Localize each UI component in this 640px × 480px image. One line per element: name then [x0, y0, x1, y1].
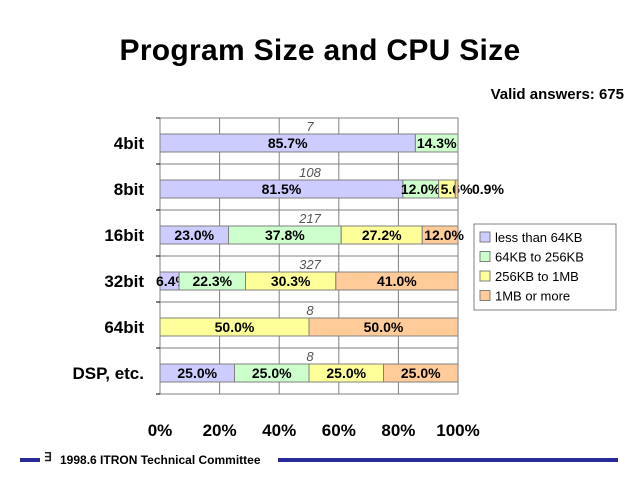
category-count: 8	[306, 303, 314, 318]
footer-text: 1998.6 ITRON Technical Committee	[60, 453, 261, 467]
category-count: 7	[306, 119, 314, 134]
category-label: 8bit	[114, 180, 145, 199]
data-label: 37.8%	[265, 227, 305, 243]
x-tick-label: 80%	[381, 421, 415, 440]
bar-segment	[383, 363, 459, 383]
x-tick-label: 40%	[262, 421, 296, 440]
itron-logo-icon: ∃	[44, 450, 52, 464]
data-label: 30.3%	[271, 273, 311, 289]
x-tick-label: 100%	[436, 421, 479, 440]
data-label: 25.0%	[252, 365, 292, 381]
category-count: 217	[298, 211, 321, 226]
x-tick-label: 20%	[203, 421, 237, 440]
data-label: 25.0%	[326, 365, 366, 381]
category-label: 16bit	[104, 226, 144, 245]
bar-segment	[421, 225, 459, 245]
data-label: 85.7%	[268, 135, 308, 151]
data-label: 14.3%	[417, 135, 457, 151]
bar-segment	[308, 317, 459, 337]
chart-title: Program Size and CPU Size	[119, 34, 521, 67]
footer-divider-right	[278, 458, 618, 462]
data-label: 81.5%	[262, 181, 302, 197]
legend-label: 1MB or more	[495, 289, 570, 304]
valid-answers-label: Valid answers: 675	[490, 86, 624, 103]
category-count: 108	[299, 165, 321, 180]
legend-label: 64KB to 256KB	[495, 250, 584, 265]
bar-segment	[414, 133, 459, 153]
data-label: 12.0%	[424, 227, 464, 243]
footer-divider-left	[20, 458, 40, 462]
data-label: 25.0%	[401, 365, 441, 381]
legend-swatch	[479, 290, 491, 301]
legend-swatch	[479, 270, 491, 282]
legend-label: less than 64KB	[495, 230, 582, 245]
data-label: 0.9%	[472, 181, 504, 197]
legend-label: 256KB to 1MB	[495, 269, 579, 284]
category-label: DSP, etc.	[72, 364, 144, 383]
category-label: 64bit	[104, 318, 144, 337]
data-label: 12.0%	[401, 181, 441, 197]
data-label: 50.0%	[215, 319, 255, 335]
category-count: 8	[306, 349, 314, 364]
stacked-bar-chart: 0% 20% 40% 60% 80% 100% 4bit 785.7% 14.3% 8bit 108…	[72, 117, 617, 440]
x-tick-label: 60%	[322, 421, 356, 440]
data-label: 22.3%	[192, 273, 232, 289]
data-label: 25.0%	[177, 365, 217, 381]
data-label: 27.2%	[362, 227, 402, 243]
category-count: 327	[299, 257, 321, 272]
category-label: 32bit	[104, 272, 144, 291]
legend-box	[473, 223, 617, 311]
data-label: 41.0%	[377, 273, 417, 289]
bar-segment	[335, 271, 459, 291]
bar-segment	[454, 179, 459, 199]
x-tick-label: 0%	[148, 421, 173, 440]
legend-swatch	[479, 231, 491, 243]
category-label: 4bit	[114, 134, 145, 153]
legend-swatch	[479, 251, 491, 262]
data-label: 23.0%	[174, 227, 214, 243]
data-label: 50.0%	[364, 319, 404, 335]
